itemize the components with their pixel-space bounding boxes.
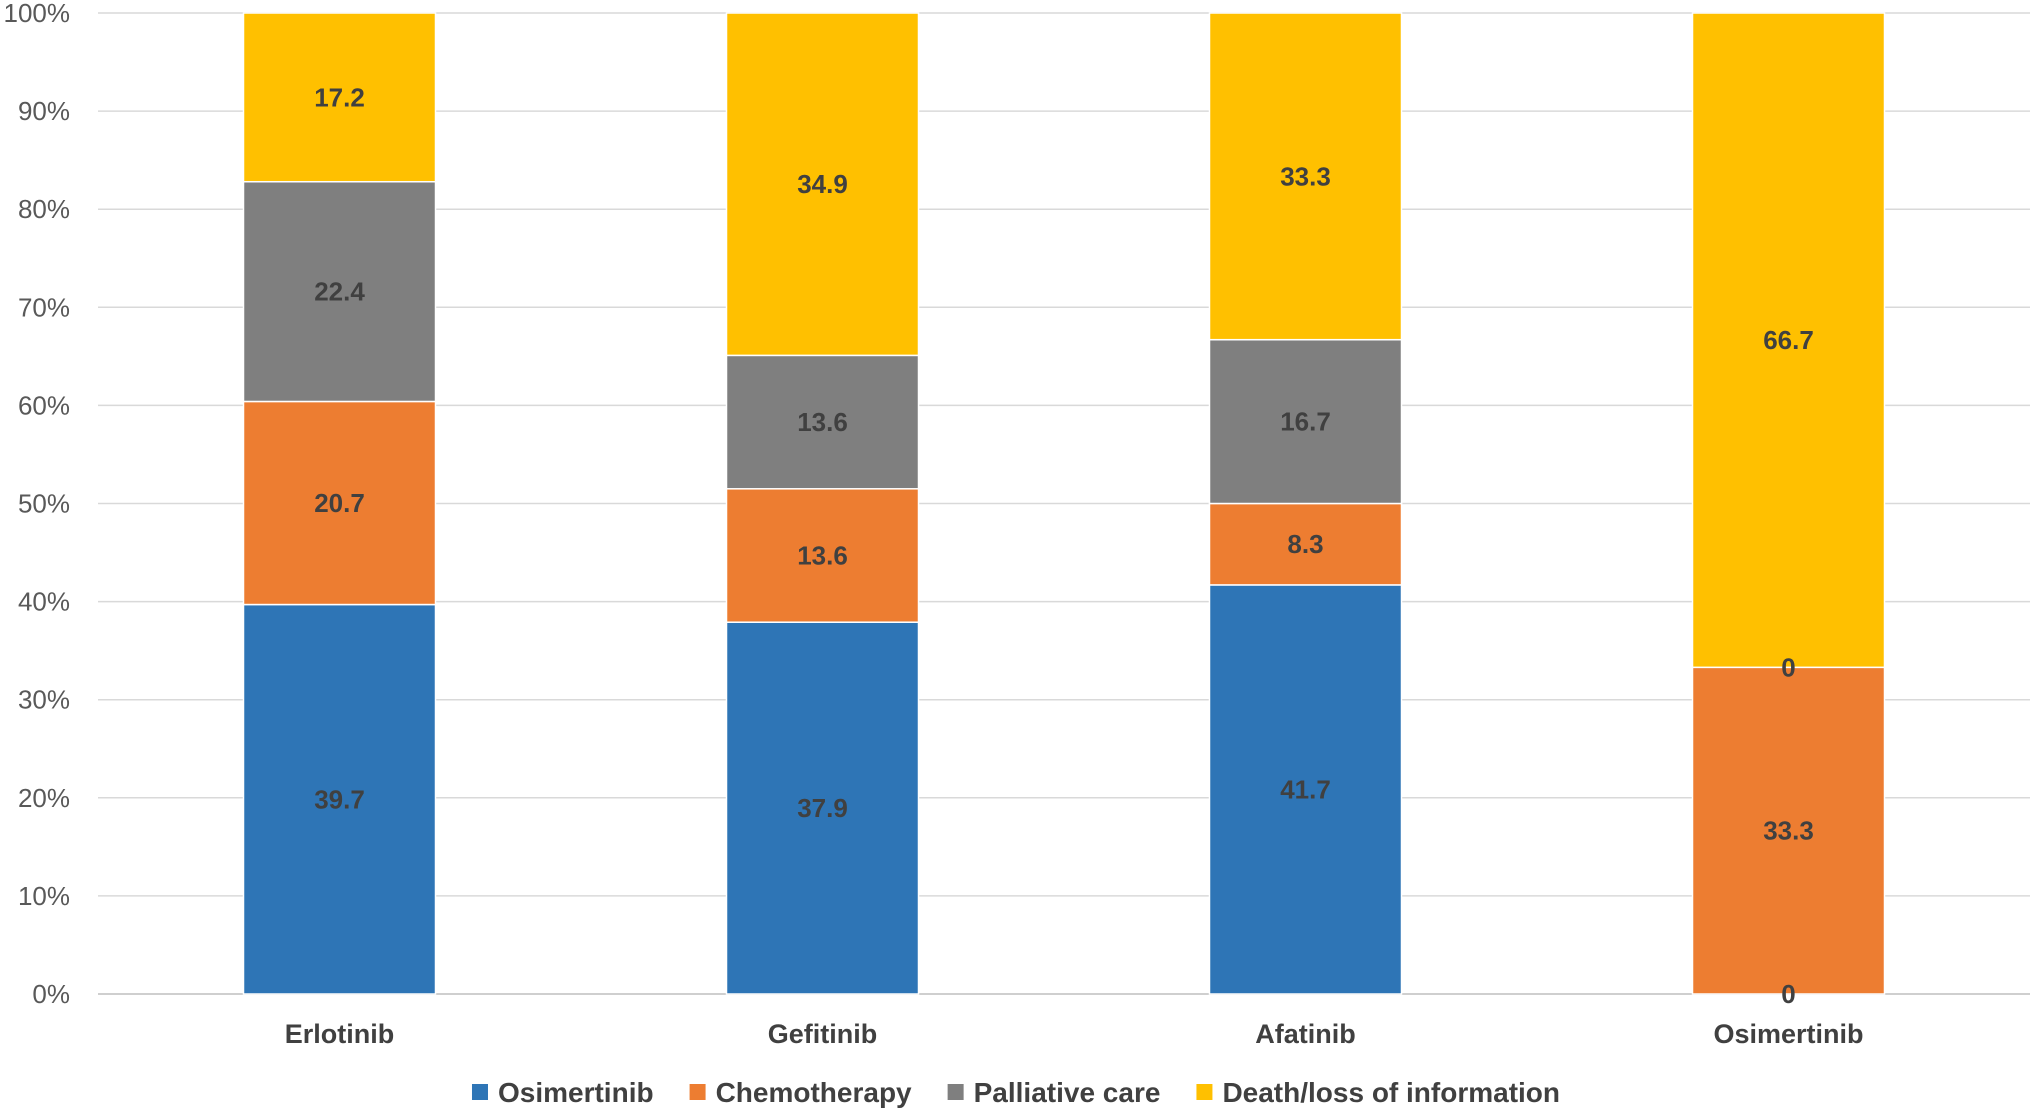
data-label: 34.9 — [797, 169, 848, 199]
data-label: 17.2 — [314, 82, 365, 112]
y-tick-label: 10% — [18, 881, 70, 911]
legend-swatch — [947, 1084, 964, 1100]
x-tick-label: Gefitinib — [768, 1019, 878, 1049]
bar-segment — [1208, 338, 1403, 505]
data-label: 33.3 — [1763, 816, 1814, 846]
legend-swatch — [471, 1084, 488, 1100]
legend-swatch — [1196, 1084, 1213, 1100]
y-tick-label: 20% — [18, 783, 70, 813]
y-tick-label: 100% — [4, 0, 71, 28]
legend-swatch — [689, 1084, 706, 1100]
data-label: 13.6 — [797, 540, 848, 570]
bar-segment — [1208, 12, 1403, 341]
data-label: 66.7 — [1763, 325, 1814, 355]
legend: Osimertinib Chemotherapy Palliative care De… — [471, 1077, 1560, 1108]
y-tick-label: 50% — [18, 489, 70, 519]
bar-segment — [1208, 584, 1403, 995]
data-label: 22.4 — [314, 277, 365, 307]
data-label: 39.7 — [314, 784, 365, 814]
bar-segment — [1691, 12, 1886, 669]
data-label: 20.7 — [314, 488, 365, 518]
bar-segment — [242, 180, 437, 403]
bar-segment — [242, 400, 437, 606]
bar-segment — [242, 603, 437, 995]
y-tick-label: 0% — [32, 979, 70, 1009]
bar-segment — [1691, 666, 1886, 995]
legend-label: Osimertinib — [498, 1077, 654, 1108]
bars — [242, 12, 1886, 995]
x-tick-label: Afatinib — [1255, 1019, 1356, 1049]
bar-segment — [725, 621, 920, 995]
bar-segment — [242, 12, 437, 183]
y-tick-label: 90% — [18, 96, 70, 126]
data-label: 33.3 — [1280, 161, 1331, 191]
data-label: 8.3 — [1287, 529, 1323, 559]
bar-segment — [725, 354, 920, 490]
legend-label: Palliative care — [974, 1077, 1161, 1108]
legend-label: Death/loss of information — [1222, 1077, 1560, 1108]
y-tick-label: 30% — [18, 685, 70, 715]
y-tick-label: 60% — [18, 390, 70, 420]
x-tick-label: Erlotinib — [285, 1019, 395, 1049]
data-label: 16.7 — [1280, 407, 1331, 437]
y-tick-label: 40% — [18, 587, 70, 617]
y-axis: 0% 10% 20% 30% 40% 50% 60% 70% 80% 90% 100% — [4, 0, 71, 1009]
data-label: 13.6 — [797, 407, 848, 437]
data-label: 41.7 — [1280, 774, 1331, 804]
legend-label: Chemotherapy — [716, 1077, 912, 1108]
data-label: 37.9 — [797, 793, 848, 823]
data-labels: 39.7 20.7 22.4 17.2 37.9 13.6 13.6 34.9 41.7 8.3 1… — [314, 82, 1814, 1009]
y-tick-label: 70% — [18, 292, 70, 322]
x-tick-label: Osimertinib — [1713, 1019, 1863, 1049]
bar-segment — [725, 12, 920, 357]
bar-segment — [1208, 502, 1403, 586]
data-label: 0 — [1781, 979, 1795, 1009]
data-label: 0 — [1781, 652, 1795, 682]
x-axis: Erlotinib Gefitinib Afatinib Osimertinib — [285, 1019, 1864, 1049]
y-tick-label: 80% — [18, 194, 70, 224]
